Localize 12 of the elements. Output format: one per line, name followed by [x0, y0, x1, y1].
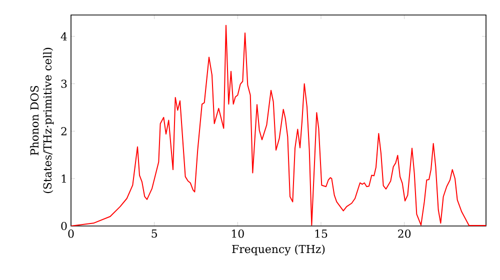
y-tick-label: 4 — [60, 32, 67, 40]
y-axis-title: Phonon DOS (States/THz·primitive cell) — [30, 48, 54, 194]
x-axis-title: Frequency (THz) — [232, 244, 325, 256]
x-tick-label: 5 — [152, 230, 157, 238]
x-tick-label: 10 — [232, 230, 244, 238]
x-tick-label: 0 — [68, 230, 74, 238]
y-tick-label: 3 — [61, 80, 67, 88]
x-tick-label: 20 — [398, 230, 411, 238]
y-tick-label: 2 — [61, 127, 66, 136]
y-tick-label: 1 — [62, 174, 66, 183]
y-tick-label: 0 — [61, 222, 67, 230]
x-tick-label: 15 — [315, 230, 328, 238]
